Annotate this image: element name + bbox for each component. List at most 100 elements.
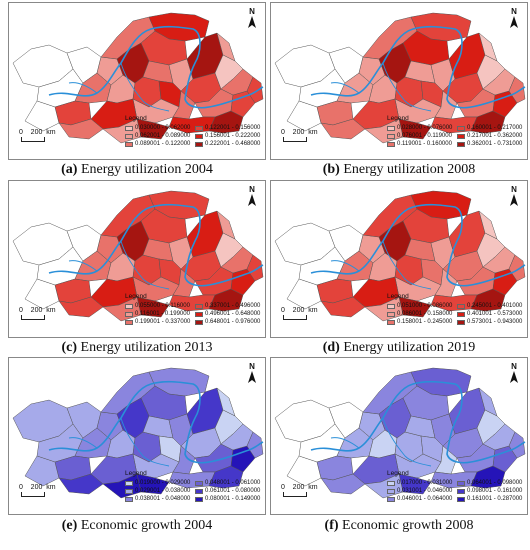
map-panel-6: N 0 200 km Legend 0.017000 - 0.031000 0.0640… — [270, 357, 528, 515]
legend-range-label: 0.080001 - 0.149000 — [205, 496, 261, 502]
tributary-line — [120, 417, 170, 467]
legend-swatch — [125, 488, 133, 494]
legend-item: 0.245001 - 0.401000 — [457, 302, 523, 310]
legend-range-label: 0.062001 - 0.089000 — [135, 133, 191, 139]
map-region — [24, 455, 60, 487]
north-arrow-label: N — [511, 7, 517, 16]
panel-caption: (e) Economic growth 2004 — [8, 518, 266, 534]
legend-swatch — [457, 319, 465, 325]
legend-item: 0.119001 - 0.160000 — [387, 140, 453, 148]
legend-item: 0.089001 - 0.122000 — [125, 140, 191, 148]
legend-title: Legend — [125, 115, 147, 122]
scale-bar: 0 200 km — [19, 484, 56, 497]
scale-bar-ruler — [283, 315, 307, 320]
legend-swatch — [195, 125, 203, 131]
legend-range-label: 0.051000 - 0.086000 — [397, 303, 453, 309]
map-region — [246, 76, 264, 104]
legend-swatch — [457, 496, 465, 502]
legend-range-label: 0.076001 - 0.119000 — [397, 133, 452, 139]
legend-swatch — [125, 133, 133, 139]
legend-range-label: 0.362001 - 0.731000 — [467, 141, 523, 147]
panel-title: Economic growth 2004 — [77, 518, 213, 533]
legend-swatch — [125, 311, 133, 317]
tributary-line — [382, 62, 432, 112]
yellow-river-line — [48, 203, 264, 287]
legend-swatch — [387, 480, 395, 486]
legend: Legend 0.051000 - 0.086000 0.245001 - 0.40… — [387, 293, 523, 326]
legend-item: 0.062001 - 0.089000 — [125, 132, 191, 140]
legend: Legend 0.019000 - 0.029000 0.048001 - 0.06… — [125, 470, 261, 503]
basin-map — [12, 12, 264, 144]
legend-swatch — [457, 133, 465, 139]
legend-title: Legend — [387, 115, 409, 122]
legend-swatch — [387, 311, 395, 317]
legend-range-label: 0.222001 - 0.468000 — [205, 141, 261, 147]
tributary-line — [120, 240, 170, 290]
legend: Legend 0.030000 - 0.062000 0.122001 - 0.15… — [125, 115, 261, 148]
legend-range-label: 0.028000 - 0.076000 — [397, 125, 453, 131]
map-region — [246, 254, 264, 282]
legend-range-label: 0.245001 - 0.401000 — [467, 303, 523, 309]
legend-item: 0.046001 - 0.064000 — [387, 495, 453, 503]
panel-caption: (d) Energy utilization 2019 — [270, 340, 528, 356]
legend-item: 0.076001 - 0.119000 — [387, 132, 453, 140]
panel-caption: (c) Energy utilization 2013 — [8, 340, 266, 356]
scale-bar-label: 0 200 km — [281, 129, 318, 136]
panel-caption: (b) Energy utilization 2008 — [270, 162, 528, 178]
scale-bar-label: 0 200 km — [19, 307, 56, 314]
legend-swatch — [195, 480, 203, 486]
north-arrow-icon — [248, 194, 256, 206]
scale-bar-ruler — [283, 137, 307, 142]
north-arrow-label: N — [511, 362, 517, 371]
tributary-line — [68, 260, 98, 272]
north-arrow-icon — [248, 16, 256, 28]
panel-title: Energy utilization 2013 — [77, 340, 213, 355]
scale-bar-label: 0 200 km — [19, 484, 56, 491]
legend-item: 0.086001 - 0.158000 — [387, 310, 453, 318]
legend-range-label: 0.064001 - 0.098000 — [467, 480, 523, 486]
legend-range-label: 0.048001 - 0.061000 — [205, 480, 261, 486]
legend-range-label: 0.031001 - 0.046000 — [397, 488, 453, 494]
legend-item: 0.156001 - 0.222000 — [195, 132, 261, 140]
panel-letter: (c) — [61, 340, 78, 355]
tributary-line — [382, 240, 432, 290]
legend-item: 0.648001 - 0.976000 — [195, 318, 261, 326]
legend-swatch — [195, 488, 203, 494]
scale-bar: 0 200 km — [281, 484, 318, 497]
map-region — [508, 431, 526, 459]
legend-title: Legend — [387, 470, 409, 477]
basin-map — [274, 367, 526, 499]
scale-bar-label: 0 200 km — [281, 307, 318, 314]
legend-range-label: 0.046001 - 0.064000 — [397, 496, 453, 502]
legend-item: 0.028000 - 0.076000 — [387, 124, 453, 132]
panel-title: Energy utilization 2008 — [339, 162, 476, 177]
panel-letter: (b) — [322, 162, 340, 177]
legend-item: 0.038001 - 0.048000 — [125, 495, 191, 503]
legend-item: 0.122001 - 0.156000 — [195, 124, 261, 132]
legend-item: 0.098001 - 0.161000 — [457, 487, 523, 495]
legend-range-label: 0.401001 - 0.573000 — [467, 311, 523, 317]
map-region — [508, 254, 526, 282]
map-panel-2: N 0 200 km Legend 0.028000 - 0.076000 0.1600… — [270, 2, 528, 160]
legend-item: 0.217001 - 0.362000 — [457, 132, 523, 140]
legend-range-label: 0.055000 - 0.116000 — [135, 303, 190, 309]
basin-map — [274, 190, 526, 322]
legend-swatch — [195, 496, 203, 502]
basin-map — [12, 367, 264, 499]
legend-range-label: 0.217001 - 0.362000 — [467, 133, 523, 139]
tributary-line — [382, 417, 432, 467]
legend-title: Legend — [125, 470, 147, 477]
legend-range-label: 0.496001 - 0.648000 — [205, 311, 261, 317]
map-region — [24, 278, 60, 310]
legend-item: 0.017000 - 0.031000 — [387, 479, 453, 487]
legend-item: 0.019000 - 0.029000 — [125, 479, 191, 487]
panel-title: Energy utilization 2019 — [339, 340, 476, 355]
basin-map — [12, 190, 264, 322]
legend-range-label: 0.017000 - 0.031000 — [397, 480, 453, 486]
legend-range-label: 0.089001 - 0.122000 — [135, 141, 191, 147]
legend-item: 0.051000 - 0.086000 — [387, 302, 453, 310]
panel-caption: (f) Economic growth 2008 — [270, 518, 528, 534]
legend-item: 0.055000 - 0.116000 — [125, 302, 191, 310]
legend-swatch — [125, 480, 133, 486]
scale-bar-ruler — [21, 492, 45, 497]
